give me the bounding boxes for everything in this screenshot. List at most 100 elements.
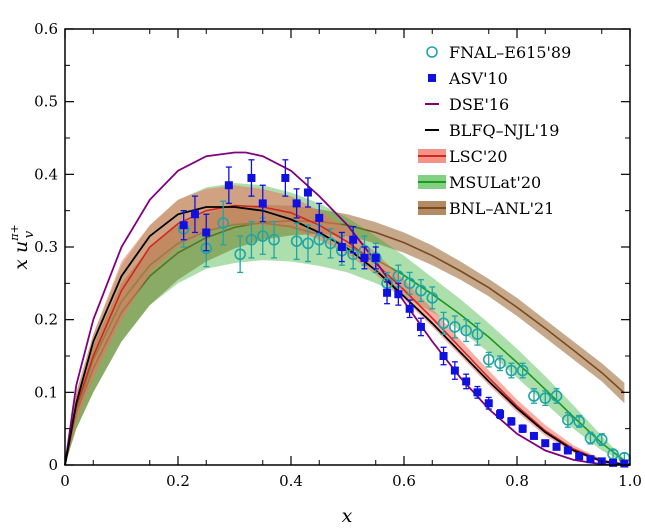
legend-label: MSULat'20 xyxy=(449,173,541,192)
data-point xyxy=(258,199,267,208)
data-point xyxy=(383,288,392,297)
curve-blfq-njl-19 xyxy=(64,206,631,466)
data-point xyxy=(337,243,346,251)
data-point xyxy=(586,455,595,464)
data-point xyxy=(190,210,199,219)
data-point xyxy=(462,377,471,386)
data-point xyxy=(256,230,269,242)
data-point xyxy=(563,446,572,455)
data-point xyxy=(315,213,324,222)
legend-label: ASV'10 xyxy=(448,69,508,88)
legend-item-lsc-20: LSC'20 xyxy=(418,147,508,166)
y-tick-label: 0 xyxy=(48,456,58,474)
data-point xyxy=(529,431,538,440)
legend-item-fnal-e615-89: FNAL–E615'89 xyxy=(426,43,571,62)
x-tick-label: 0.8 xyxy=(505,472,529,490)
legend-item-msulat-20: MSULat'20 xyxy=(418,173,541,192)
y-tick-label: 0.2 xyxy=(34,311,58,329)
legend-marker-square xyxy=(428,74,436,82)
x-tick-label: 0 xyxy=(60,472,70,490)
data-point xyxy=(562,414,574,426)
data-point xyxy=(360,253,369,262)
data-point xyxy=(449,321,461,333)
y-tick-label: 0.6 xyxy=(34,20,58,38)
data-point xyxy=(405,304,414,313)
data-point xyxy=(609,458,618,467)
data-point xyxy=(313,233,326,246)
data-point xyxy=(550,390,563,402)
data-point xyxy=(460,324,472,337)
legend-item-bnl-anl-21: BNL–ANL'21 xyxy=(418,199,554,218)
model-curves xyxy=(64,151,631,466)
data-point xyxy=(539,392,552,404)
data-point xyxy=(496,410,505,419)
data-point xyxy=(392,270,405,282)
data-point xyxy=(281,173,290,182)
y-tick-label: 0.3 xyxy=(34,238,58,256)
legend-item-blfq-njl-19: BLFQ–NJL'19 xyxy=(425,121,559,140)
legend-label: FNAL–E615'89 xyxy=(449,43,571,62)
legend: FNAL–E615'89 ASV'10 DSE'16 BLFQ–NJL'19 LSC'2… xyxy=(418,43,571,218)
svg-text:x uπ+v: x uπ+v xyxy=(8,224,37,269)
data-point xyxy=(371,253,380,262)
data-point xyxy=(595,433,608,446)
data-point xyxy=(471,328,484,341)
data-point xyxy=(234,248,246,261)
y-axis-title: x uπ+v xyxy=(8,224,37,269)
data-point xyxy=(494,357,506,370)
x-tick-labels: 0 0.2 0.4 0.6 0.8 1.0 xyxy=(60,472,642,490)
data-points xyxy=(177,159,631,468)
legend-label: BLFQ–NJL'19 xyxy=(449,121,559,140)
y-axis-title-superscript: π+ xyxy=(8,224,21,241)
data-point xyxy=(217,217,229,229)
data-point xyxy=(224,181,233,190)
x-axis-title: x xyxy=(342,505,353,527)
data-point xyxy=(268,233,280,246)
data-point xyxy=(541,439,550,448)
y-axis-title-subscript: v xyxy=(22,230,37,238)
data-point xyxy=(415,284,427,297)
y-axis-title-main: x u xyxy=(10,241,32,270)
legend-marker-open-circle xyxy=(426,46,438,58)
data-point xyxy=(439,352,448,360)
data-point xyxy=(620,459,629,468)
points-asv-10 xyxy=(179,159,629,468)
data-point xyxy=(416,322,425,331)
x-tick-label: 0.4 xyxy=(279,472,303,490)
legend-label: BNL–ANL'21 xyxy=(449,199,554,218)
legend-item-dse-16: DSE'16 xyxy=(425,95,509,114)
x-tick-label: 1.0 xyxy=(618,472,642,490)
data-point xyxy=(426,292,439,304)
data-point xyxy=(505,364,518,377)
y-tick-label: 0.1 xyxy=(34,383,58,401)
points-fnal-e615-89 xyxy=(177,200,631,464)
data-point xyxy=(573,415,585,428)
legend-label: DSE'16 xyxy=(449,95,509,114)
data-point xyxy=(450,366,459,375)
data-point xyxy=(292,199,301,208)
y-tick-label: 0.4 xyxy=(34,165,58,183)
data-point xyxy=(584,432,597,444)
x-tick-label: 0.6 xyxy=(392,472,416,490)
curve-dse-16 xyxy=(64,151,631,466)
data-point xyxy=(202,228,211,237)
y-tick-label: 0.5 xyxy=(34,93,58,111)
data-point xyxy=(528,390,540,402)
data-point xyxy=(403,277,416,290)
data-point xyxy=(484,399,493,408)
data-point xyxy=(482,353,495,366)
y-tick-labels: 0 0.1 0.2 0.3 0.4 0.5 0.6 xyxy=(34,20,58,474)
x-tick-label: 0.2 xyxy=(166,472,190,490)
data-point xyxy=(302,237,314,250)
data-point xyxy=(507,417,516,426)
data-point xyxy=(290,235,303,247)
data-point xyxy=(349,235,358,244)
data-point xyxy=(516,364,529,377)
data-point xyxy=(394,290,403,299)
data-point xyxy=(437,317,450,330)
data-point xyxy=(303,188,312,197)
data-point xyxy=(179,221,188,230)
band-center-lsc-20 xyxy=(64,204,631,466)
legend-item-asv-10: ASV'10 xyxy=(428,69,508,88)
data-point xyxy=(245,233,258,246)
